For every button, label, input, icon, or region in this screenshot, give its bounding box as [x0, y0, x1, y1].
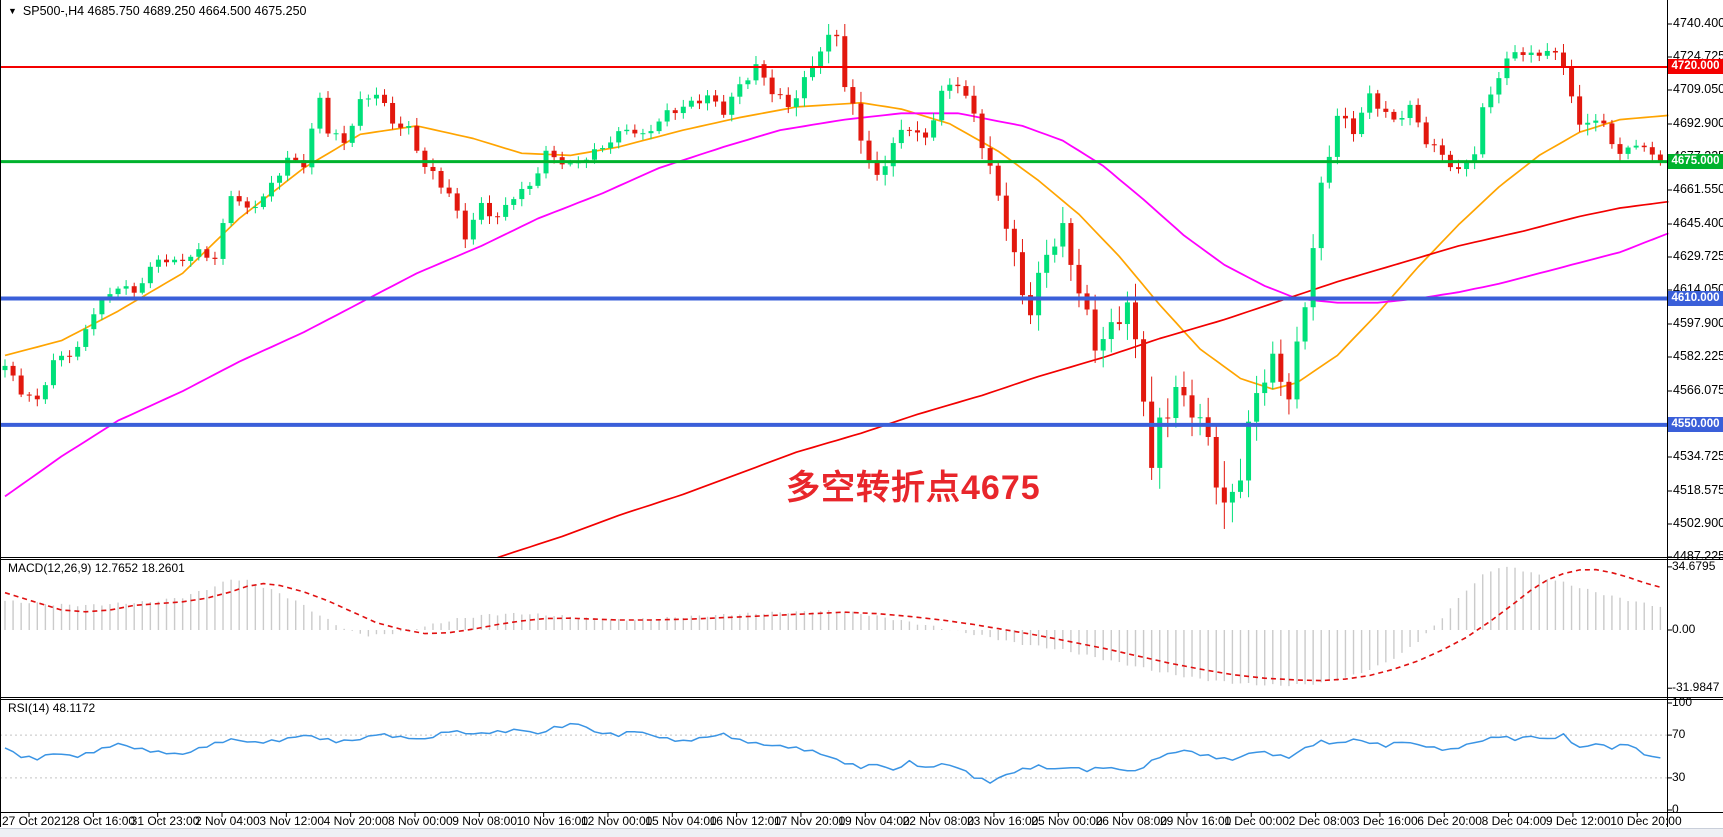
x-axis-label: 6 Dec 20:00: [1417, 814, 1482, 828]
macd-axis-label: 0.00: [1672, 622, 1696, 636]
x-axis-label: 23 Nov 16:00: [966, 814, 1039, 828]
y-axis-label: 4597.900: [1673, 316, 1723, 330]
y-axis-label: 4709.050: [1673, 82, 1723, 96]
ma-slow-red[interactable]: [497, 200, 1669, 559]
rsi-label: RSI(14): [8, 701, 50, 715]
y-axis-label: 4582.225: [1673, 349, 1723, 363]
x-axis-label: 1 Dec 00:00: [1224, 814, 1289, 828]
ma-mid-magenta[interactable]: [4, 112, 1669, 498]
x-axis-label: 10 Nov 16:00: [516, 814, 589, 828]
x-axis-label: 31 Oct 23:00: [130, 814, 200, 828]
x-axis-label: 10 Dec 20:00: [1610, 814, 1682, 828]
x-axis-label: 9 Nov 08:00: [452, 814, 518, 828]
x-axis-label: 17 Nov 20:00: [773, 814, 846, 828]
x-axis-label: 22 Nov 08:00: [902, 814, 974, 828]
horizontal-scrollbar[interactable]: [0, 828, 1723, 837]
x-axis-label: 3 Dec 16:00: [1352, 814, 1418, 828]
y-axis-label: 4645.400: [1673, 216, 1723, 230]
x-axis-label: 8 Nov 00:00: [387, 814, 453, 828]
x-axis-label: 16 Nov 12:00: [709, 814, 782, 828]
y-axis-label: 4629.725: [1673, 249, 1723, 263]
rsi-line: [4, 722, 1661, 784]
x-axis-label: 25 Nov 00:00: [1031, 814, 1103, 828]
x-axis-label: 28 Oct 16:00: [66, 814, 136, 828]
x-axis-label: 12 Nov 00:00: [580, 814, 653, 828]
y-axis-label: 4502.900: [1673, 516, 1723, 530]
y-axis-label: 4534.725: [1673, 449, 1723, 463]
y-axis-label: 4566.075: [1673, 383, 1723, 397]
macd-signal-value: 18.2601: [141, 561, 185, 575]
rsi-value: 48.1172: [52, 701, 96, 715]
price-badge-4720.000: 4720.000: [1668, 58, 1723, 74]
ma-fast-orange[interactable]: [4, 101, 1669, 390]
x-axis-label: 2 Dec 08:00: [1288, 814, 1354, 828]
rsi-axis-label: 0: [1672, 802, 1679, 816]
macd-main-value: 12.7652: [94, 561, 139, 575]
price-badge-4675.000: 4675.000: [1668, 153, 1723, 169]
price-badge-4610.000: 4610.000: [1668, 290, 1723, 306]
x-axis-label: 2 Nov 04:00: [194, 814, 260, 828]
rsi-panel-header: RSI(14) 48.1172: [8, 701, 95, 715]
macd-panel-header: MACD(12,26,9) 12.7652 18.2601: [8, 561, 185, 575]
x-axis-label: 29 Nov 16:00: [1159, 814, 1232, 828]
x-axis-label: 3 Nov 12:00: [259, 814, 325, 828]
y-axis-label: 4518.575: [1673, 483, 1723, 497]
price-badge-4550.000: 4550.000: [1668, 416, 1723, 432]
macd-axis-label: -31.9847: [1672, 680, 1720, 695]
macd-label: MACD(12,26,9): [8, 561, 92, 575]
y-axis-label: 4661.550: [1673, 182, 1723, 196]
candles-group: [2, 24, 1663, 529]
chart-legend-text: SP500-,H4 4685.750 4689.250 4664.500 467…: [22, 4, 307, 18]
rsi-axis-label: 70: [1672, 727, 1686, 742]
rsi-axis-label: 100: [1672, 695, 1693, 709]
macd-histogram: [4, 566, 1662, 687]
chart-legend: ▼ SP500-,H4 4685.750 4689.250 4664.500 46…: [8, 4, 307, 18]
x-axis-label: 26 Nov 08:00: [1095, 814, 1167, 828]
x-axis-label: 9 Dec 12:00: [1545, 814, 1611, 828]
annotation-text[interactable]: 多空转折点4675: [786, 469, 1041, 507]
rsi-axis-label: 30: [1672, 769, 1686, 784]
x-axis-label: 15 Nov 04:00: [645, 814, 717, 828]
y-axis-label: 4692.900: [1673, 116, 1723, 130]
x-axis-label: 4 Nov 20:00: [323, 814, 389, 828]
x-axis-label: 27 Oct 2021: [2, 814, 68, 828]
chart-menu-icon[interactable]: ▼: [8, 6, 17, 16]
x-axis-label: 8 Dec 04:00: [1481, 814, 1547, 828]
y-axis-label: 4740.400: [1673, 16, 1723, 30]
x-axis-label: 19 Nov 04:00: [838, 814, 910, 828]
y-axis-label: 4487.225: [1673, 549, 1723, 563]
macd-axis-label: 34.6795: [1672, 558, 1716, 573]
macd-signal-line: [4, 568, 1661, 682]
